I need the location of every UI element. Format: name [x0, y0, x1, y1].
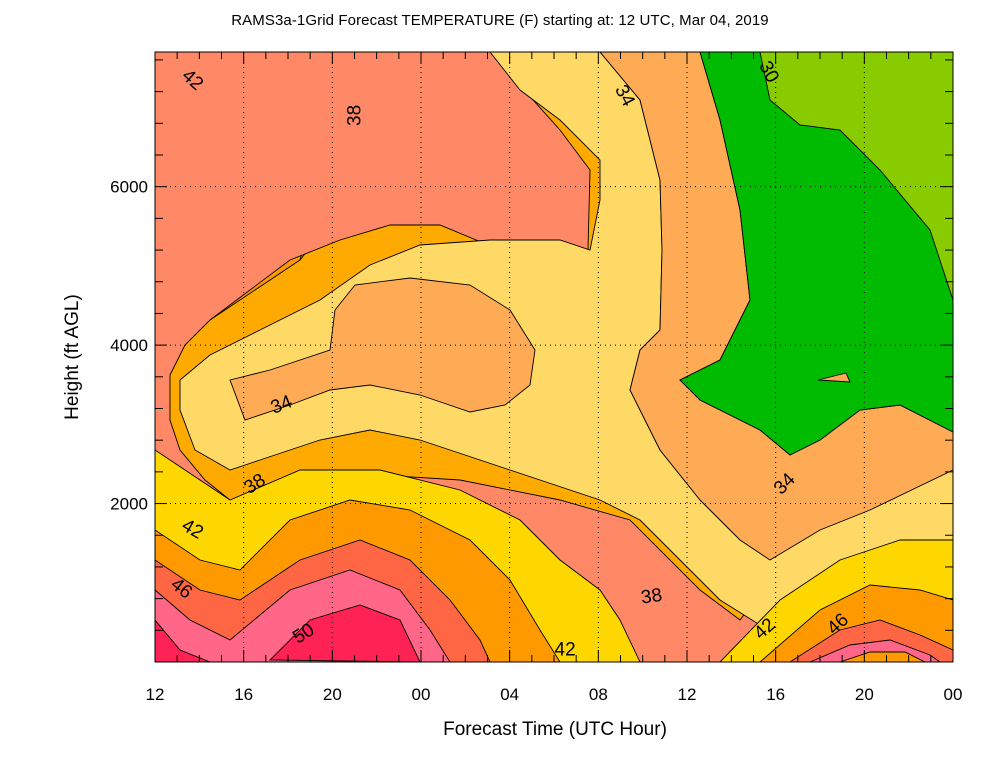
region-30-island	[817, 372, 851, 383]
region-lower-right-48	[839, 651, 926, 662]
y-tick-label: 4000	[110, 336, 148, 355]
contour-label: 38	[640, 585, 664, 609]
y-tick-label: 6000	[110, 178, 148, 197]
x-tick-label: 00	[412, 685, 431, 704]
x-tick-label: 20	[855, 685, 874, 704]
contour-label: 38	[345, 105, 366, 126]
grid-lines	[155, 52, 953, 662]
region-34-inner	[229, 277, 536, 421]
x-tick-label: 00	[944, 685, 963, 704]
x-tick-label: 16	[766, 685, 785, 704]
x-tick-label: 12	[678, 685, 697, 704]
chart-title: RAMS3a-1Grid Forecast TEMPERATURE (F) st…	[231, 12, 769, 29]
y-axis-label: Height (ft AGL)	[62, 294, 83, 420]
x-tick-label: 04	[500, 685, 519, 704]
x-tick-label: 08	[589, 685, 608, 704]
x-tick-label: 16	[234, 685, 253, 704]
x-tick-label: 20	[323, 685, 342, 704]
region-lower-48	[155, 619, 211, 662]
x-axis-label: Forecast Time (UTC Hour)	[443, 719, 667, 740]
x-tick-label: 12	[146, 685, 165, 704]
contour-label: 42	[555, 639, 576, 660]
region-28	[759, 52, 953, 301]
y-tick-label: 2000	[110, 495, 148, 514]
